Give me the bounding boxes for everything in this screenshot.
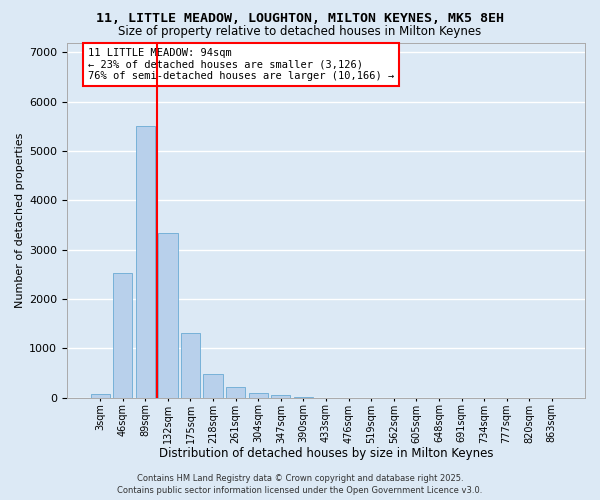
Bar (294, 396, 313, 398)
Bar (136, 126, 155, 398)
Text: 11, LITTLE MEADOW, LOUGHTON, MILTON KEYNES, MK5 8EH: 11, LITTLE MEADOW, LOUGHTON, MILTON KEYN… (96, 12, 504, 26)
Bar (158, 233, 178, 398)
Text: 11 LITTLE MEADOW: 94sqm
← 23% of detached houses are smaller (3,126)
76% of semi: 11 LITTLE MEADOW: 94sqm ← 23% of detache… (88, 48, 394, 81)
Bar (91, 394, 110, 398)
Text: Size of property relative to detached houses in Milton Keynes: Size of property relative to detached ho… (118, 25, 482, 38)
Bar (248, 393, 268, 398)
Bar (113, 274, 133, 398)
Bar (271, 396, 290, 398)
Y-axis label: Number of detached properties: Number of detached properties (15, 132, 25, 308)
Bar (226, 387, 245, 398)
Bar (203, 374, 223, 398)
Text: Contains HM Land Registry data © Crown copyright and database right 2025.
Contai: Contains HM Land Registry data © Crown c… (118, 474, 482, 495)
X-axis label: Distribution of detached houses by size in Milton Keynes: Distribution of detached houses by size … (159, 447, 493, 460)
Bar (181, 333, 200, 398)
